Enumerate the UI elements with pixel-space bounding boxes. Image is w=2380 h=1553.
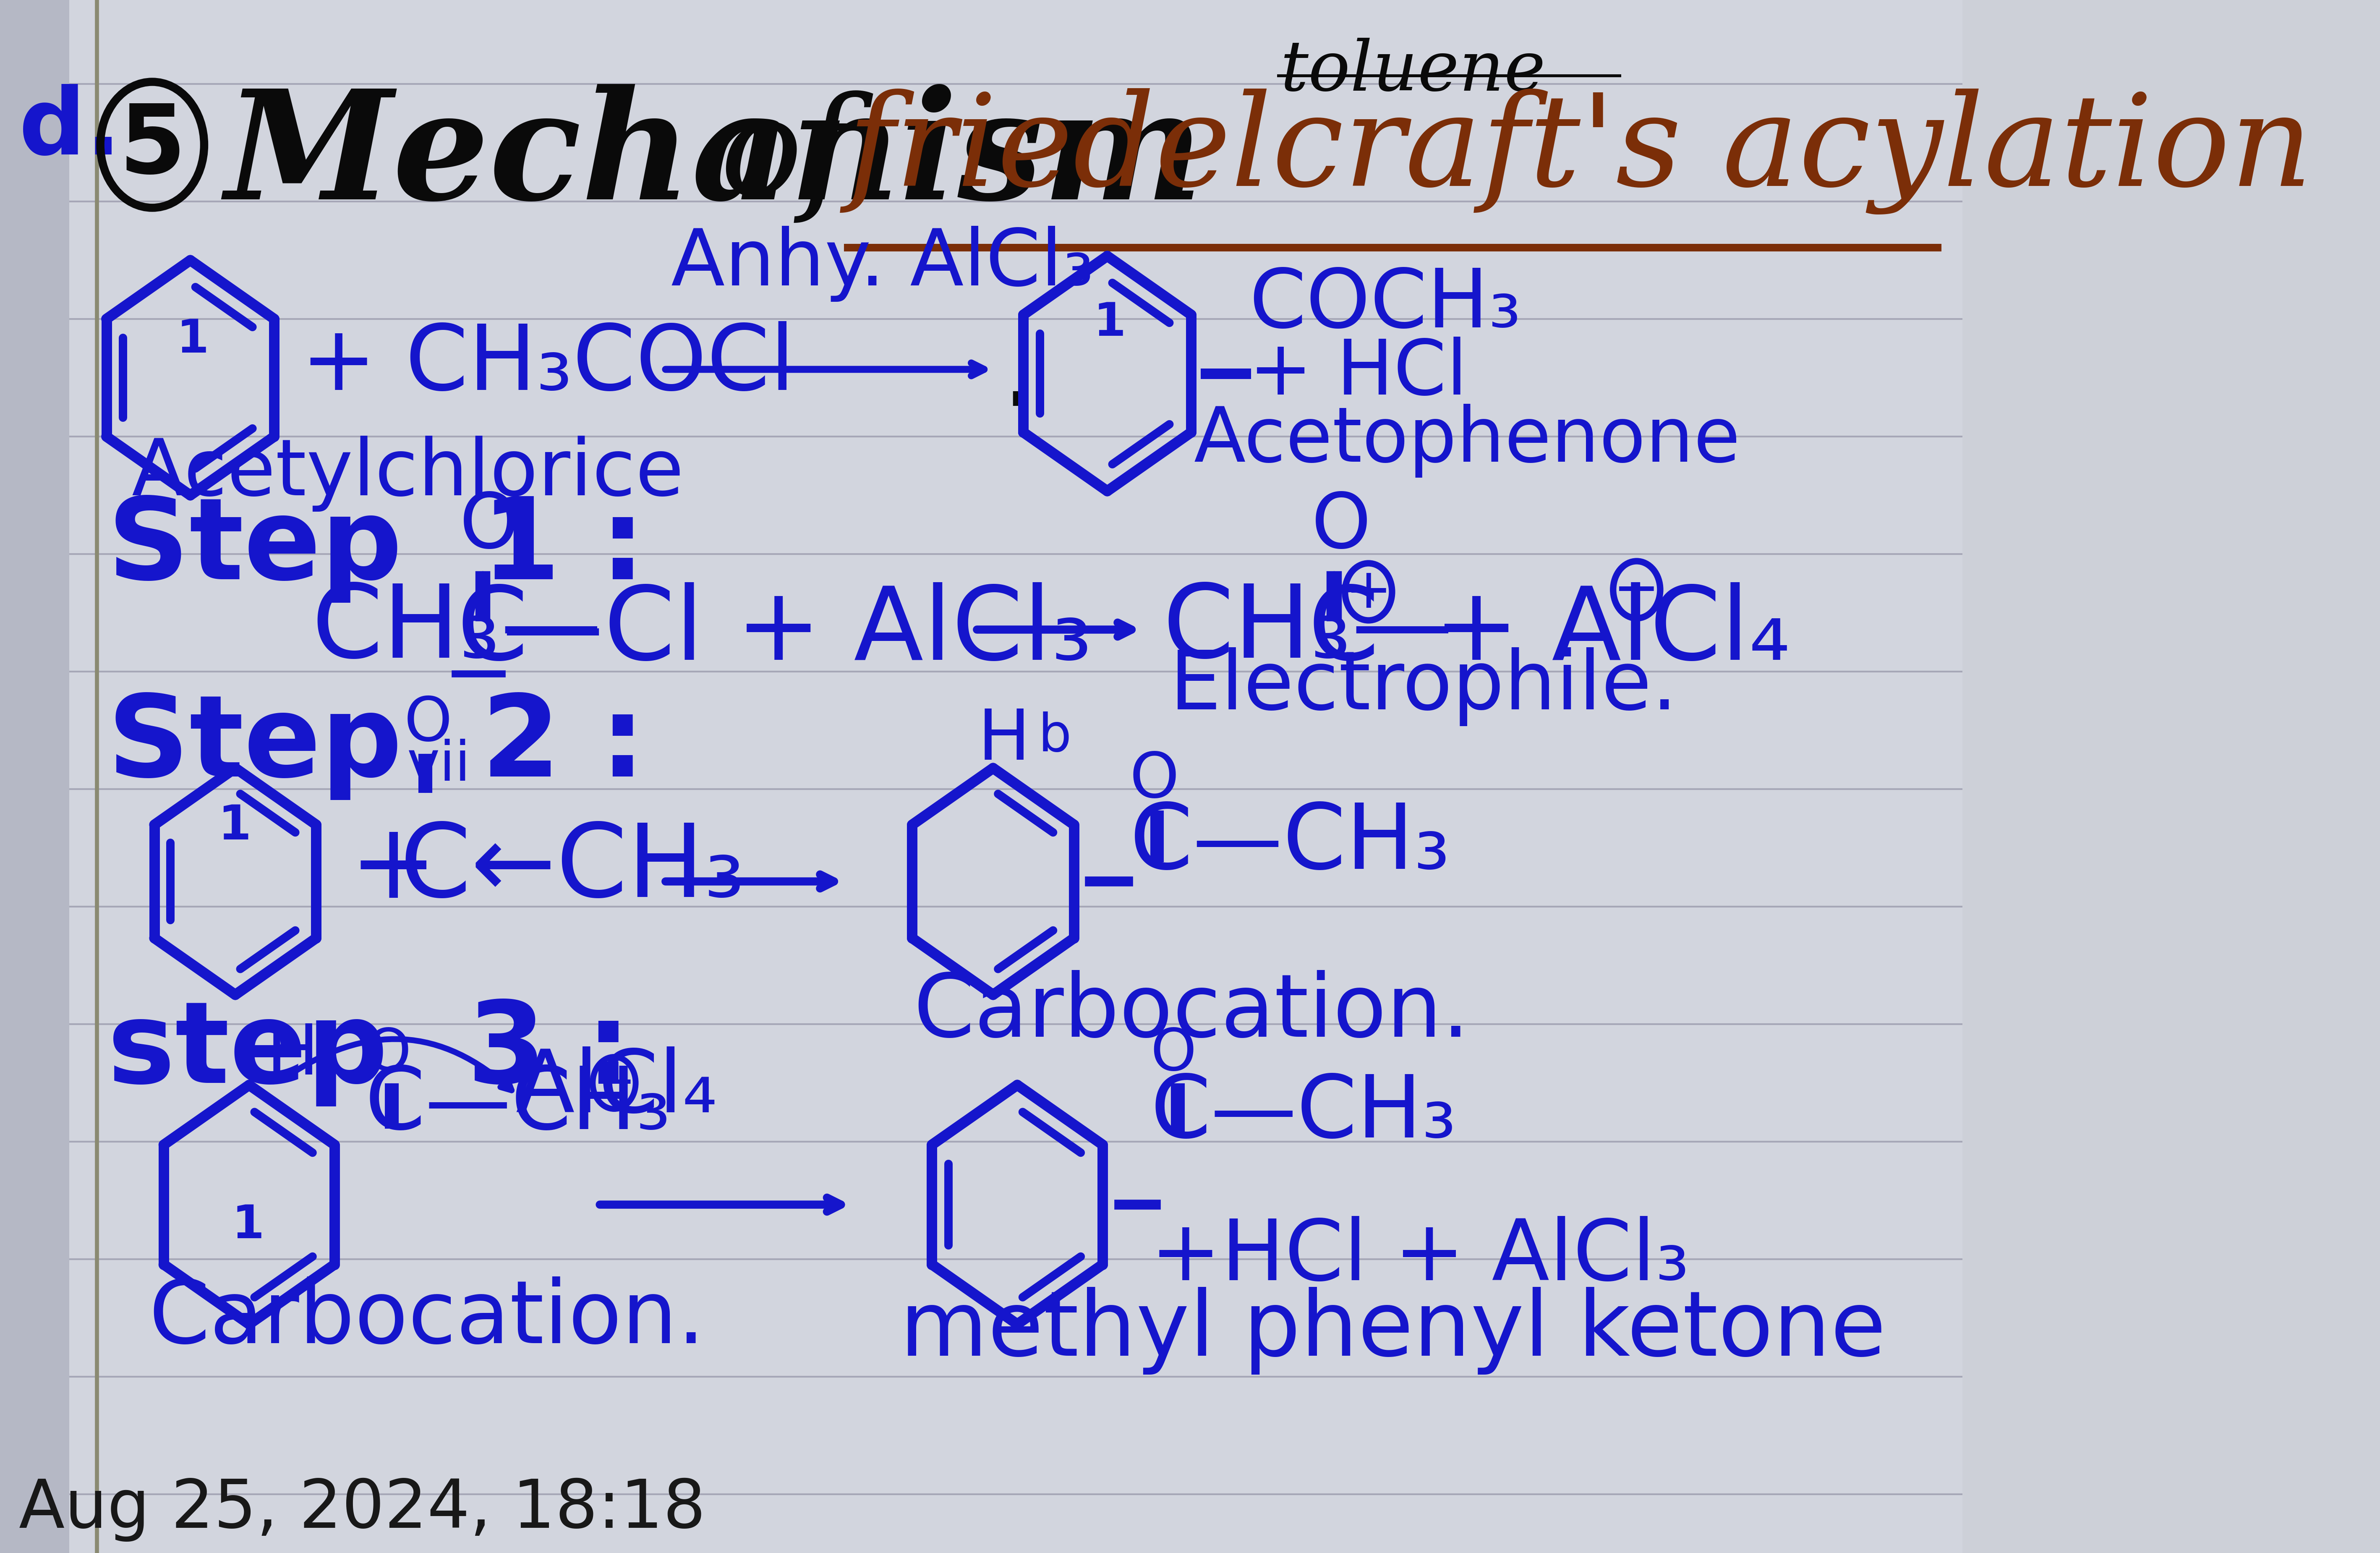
Text: Aug 25, 2024, 18:18: Aug 25, 2024, 18:18	[19, 1477, 707, 1542]
Text: 1: 1	[176, 317, 209, 362]
Text: O: O	[1130, 750, 1178, 811]
Text: +: +	[350, 818, 438, 919]
Text: H: H	[267, 1020, 319, 1089]
Text: 1: 1	[1092, 301, 1126, 345]
Text: C: C	[1309, 582, 1378, 682]
Text: —Cl + AlCl₃: —Cl + AlCl₃	[502, 582, 1092, 682]
Text: toluene: toluene	[1280, 37, 1545, 106]
Text: H: H	[978, 707, 1031, 775]
Text: C: C	[457, 582, 528, 682]
Text: friedelcraft's acylation: friedelcraft's acylation	[847, 89, 2313, 214]
Text: + CH₃COCl: + CH₃COCl	[300, 321, 795, 408]
Text: d.: d.	[19, 84, 121, 174]
Text: C—CH₃: C—CH₃	[1150, 1072, 1457, 1155]
Text: Acetylchlorice: Acetylchlorice	[131, 436, 683, 511]
Text: + AlCl₄: + AlCl₄	[1402, 582, 1790, 682]
Text: methyl phenyl ketone: methyl phenyl ketone	[900, 1287, 1885, 1374]
Text: O: O	[405, 694, 452, 753]
Text: 5: 5	[119, 101, 186, 194]
Text: CH₃—: CH₃—	[1161, 581, 1454, 679]
Text: Acetophenone: Acetophenone	[1195, 404, 1740, 478]
Text: step  3 :: step 3 :	[107, 997, 631, 1106]
Text: Mechanism: Mechanism	[226, 84, 1204, 231]
Text: C←CH₃: C←CH₃	[400, 820, 745, 918]
Text: COCH₃: COCH₃	[1250, 266, 1521, 345]
Text: Step  1 :: Step 1 :	[107, 492, 645, 603]
Text: −: −	[593, 1059, 635, 1109]
Text: 1: 1	[231, 1204, 264, 1249]
Text: Electrophile.: Electrophile.	[1169, 648, 1678, 727]
Text: O: O	[459, 489, 519, 564]
Text: O: O	[364, 1027, 412, 1082]
Text: O: O	[1311, 489, 1371, 564]
Text: C—CH₃: C—CH₃	[1130, 800, 1449, 888]
Text: O: O	[1150, 1027, 1197, 1082]
Text: .: .	[1000, 317, 1038, 430]
Text: CH₃—: CH₃—	[312, 581, 602, 679]
Bar	[0, 0, 69, 1553]
Text: AlCl₄: AlCl₄	[516, 1047, 716, 1131]
Text: −: −	[1614, 564, 1659, 617]
Text: +HCl + AlCl₃: +HCl + AlCl₃	[1150, 1216, 1690, 1298]
Text: +: +	[1345, 565, 1392, 620]
Text: C—CH₃: C—CH₃	[364, 1064, 671, 1148]
Text: of: of	[719, 90, 852, 224]
Text: Anhy. AlCl₃: Anhy. AlCl₃	[671, 225, 1095, 301]
Text: Carbocation.: Carbocation.	[914, 971, 1471, 1054]
Text: + HCl: + HCl	[1250, 337, 1468, 410]
Text: Step  2 :: Step 2 :	[107, 690, 645, 800]
Text: b: b	[1038, 711, 1071, 763]
Text: 1: 1	[219, 803, 252, 849]
Text: Carbocation.: Carbocation.	[150, 1277, 704, 1360]
Text: vii: vii	[407, 739, 471, 792]
